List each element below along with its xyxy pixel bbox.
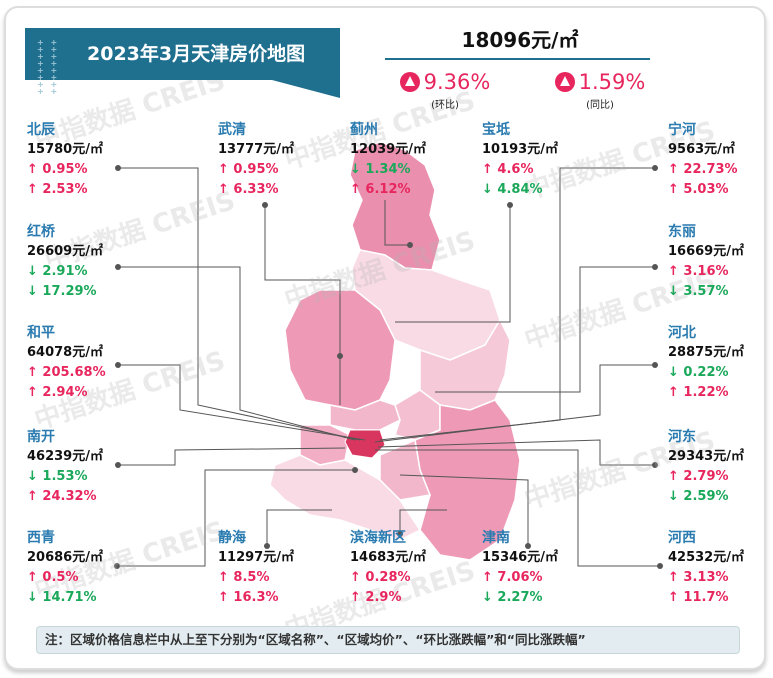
district-price: 26609元/㎡ (27, 244, 103, 259)
district-mom: ↑ 205.68% (27, 365, 106, 380)
district-yoy: ↑ 6.12% (350, 182, 411, 197)
district-name: 河西 (668, 530, 696, 546)
district-info: 西青 20686元/㎡ ↑ 0.5% ↓ 14.71% (27, 528, 103, 608)
district-yoy: ↑ 2.53% (27, 182, 88, 197)
district-name: 南开 (27, 429, 55, 445)
district-price: 20686元/㎡ (27, 550, 103, 565)
district-price: 9563元/㎡ (668, 142, 735, 157)
district-mom: ↑ 3.16% (668, 264, 729, 279)
district-price: 15346元/㎡ (482, 550, 558, 565)
connector-lines (117, 167, 660, 567)
district-price: 29343元/㎡ (668, 449, 744, 464)
district-name: 宁河 (668, 122, 696, 138)
district-name: 河北 (668, 325, 696, 341)
district-info: 静海 11297元/㎡ ↑ 8.5% ↑ 16.3% (218, 528, 294, 608)
district-mom: ↓ 1.34% (350, 162, 411, 177)
district-info: 红桥 26609元/㎡ ↓ 2.91% ↓ 17.29% (27, 222, 103, 302)
district-price: 28875元/㎡ (668, 345, 744, 360)
district-name: 东丽 (668, 224, 696, 240)
district-price: 12039元/㎡ (350, 142, 426, 157)
district-info: 武清 13777元/㎡ ↑ 0.95% ↑ 6.33% (218, 120, 294, 200)
district-mom: ↑ 4.6% (482, 162, 534, 177)
district-info: 蓟州 12039元/㎡ ↓ 1.34% ↑ 6.12% (350, 120, 426, 200)
district-info: 北辰 15780元/㎡ ↑ 0.95% ↑ 2.53% (27, 120, 103, 200)
district-yoy: ↓ 2.27% (482, 590, 543, 605)
district-price: 64078元/㎡ (27, 345, 103, 360)
district-price: 42532元/㎡ (668, 550, 744, 565)
district-name: 宝坻 (482, 122, 510, 138)
district-price: 46239元/㎡ (27, 449, 103, 464)
region-center (344, 429, 386, 459)
district-yoy: ↑ 2.94% (27, 385, 88, 400)
district-info: 津南 15346元/㎡ ↑ 7.06% ↓ 2.27% (482, 528, 558, 608)
district-info: 东丽 16669元/㎡ ↑ 3.16% ↓ 3.57% (668, 222, 744, 302)
footnote: 注：区域价格信息栏中从上至下分别为“区域名称”、“区域均价”、“环比涨跌幅”和“… (36, 626, 740, 654)
district-price: 15780元/㎡ (27, 142, 103, 157)
district-yoy: ↓ 14.71% (27, 590, 97, 605)
district-yoy: ↓ 4.84% (482, 182, 543, 197)
page-title: 2023年3月天津房价地图 (87, 43, 306, 65)
district-mom: ↑ 8.5% (218, 570, 270, 585)
district-mom: ↑ 2.79% (668, 469, 729, 484)
district-info: 南开 46239元/㎡ ↓ 1.53% ↑ 24.32% (27, 427, 103, 507)
district-mom: ↑ 0.5% (27, 570, 79, 585)
district-mom: ↑ 0.28% (350, 570, 411, 585)
district-yoy: ↓ 2.59% (668, 489, 729, 504)
district-info: 河北 28875元/㎡ ↓ 0.22% ↑ 1.22% (668, 323, 744, 403)
district-yoy: ↑ 24.32% (27, 489, 97, 504)
district-info: 和平 64078元/㎡ ↑ 205.68% ↑ 2.94% (27, 323, 106, 403)
district-name: 蓟州 (350, 122, 378, 138)
district-mom: ↓ 1.53% (27, 469, 88, 484)
district-price: 14683元/㎡ (350, 550, 426, 565)
district-name: 西青 (27, 530, 55, 546)
district-mom: ↑ 0.95% (27, 162, 88, 177)
district-mom: ↓ 2.91% (27, 264, 88, 279)
district-mom: ↓ 0.22% (668, 365, 729, 380)
district-name: 和平 (27, 325, 55, 341)
city-average-price: 18096元/㎡ (461, 28, 579, 52)
district-yoy: ↑ 1.22% (668, 385, 729, 400)
banner-tail (272, 80, 340, 98)
district-yoy: ↑ 2.9% (350, 590, 402, 605)
mom-label: (环比) (431, 100, 459, 111)
district-name: 武清 (218, 122, 246, 138)
district-yoy: ↑ 11.7% (668, 590, 729, 605)
district-name: 北辰 (27, 122, 55, 138)
district-price: 13777元/㎡ (218, 142, 294, 157)
district-mom: ↑ 7.06% (482, 570, 543, 585)
region-jinghai (269, 454, 422, 541)
district-info: 河东 29343元/㎡ ↑ 2.79% ↓ 2.59% (668, 427, 744, 507)
up-triangle-icon (554, 72, 575, 92)
district-mom: ↑ 0.95% (218, 162, 279, 177)
district-yoy: ↑ 16.3% (218, 590, 279, 605)
yoy-value: 1.59% (578, 70, 646, 94)
district-name: 津南 (482, 530, 510, 546)
kpi-mom: 9.36% (环比) (375, 70, 515, 111)
dots-decoration: + + + + + + + + + + + + + + + + (37, 38, 60, 96)
divider (385, 58, 650, 60)
district-info: 河西 42532元/㎡ ↑ 3.13% ↑ 11.7% (668, 528, 744, 608)
district-info: 滨海新区 14683元/㎡ ↑ 0.28% ↑ 2.9% (350, 528, 426, 608)
district-price: 11297元/㎡ (218, 550, 294, 565)
district-mom: ↑ 22.73% (668, 162, 738, 177)
district-name: 河东 (668, 429, 696, 445)
district-yoy: ↑ 6.33% (218, 182, 279, 197)
district-yoy: ↓ 3.57% (668, 284, 729, 299)
yoy-label: (同比) (586, 100, 614, 111)
district-yoy: ↓ 17.29% (27, 284, 97, 299)
district-price: 16669元/㎡ (668, 244, 744, 259)
district-name: 静海 (218, 530, 246, 546)
up-triangle-icon (399, 72, 420, 92)
district-mom: ↑ 3.13% (668, 570, 729, 585)
kpi-yoy: 1.59% (同比) (530, 70, 670, 111)
district-name: 红桥 (27, 224, 55, 240)
district-info: 宝坻 10193元/㎡ ↑ 4.6% ↓ 4.84% (482, 120, 558, 200)
mom-value: 9.36% (423, 70, 491, 94)
title-banner: + + + + + + + + + + + + + + + + 2023年3月天津房价… (25, 28, 340, 96)
district-price: 10193元/㎡ (482, 142, 558, 157)
district-name: 滨海新区 (350, 530, 406, 546)
district-info: 宁河 9563元/㎡ ↑ 22.73% ↑ 5.03% (668, 120, 738, 200)
district-yoy: ↑ 5.03% (668, 182, 729, 197)
